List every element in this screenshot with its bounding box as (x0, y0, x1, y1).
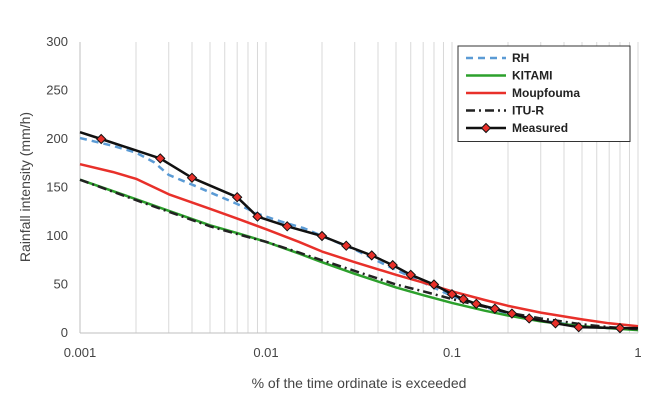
data-point-marker (231, 191, 243, 203)
data-point-marker (523, 313, 535, 324)
data-point-marker (387, 259, 398, 271)
data-point-marker (281, 221, 293, 232)
grid-lines (79, 42, 639, 333)
data-point-marker (550, 318, 561, 329)
data-point-marker (316, 230, 328, 242)
data-point-marker (252, 211, 263, 222)
y-tick-label: 250 (46, 83, 68, 98)
data-point-marker (489, 303, 501, 314)
data-point-marker (458, 293, 469, 305)
series-markers (95, 133, 626, 334)
y-tick-label: 0 (61, 325, 68, 340)
data-point-marker (573, 321, 584, 333)
x-tick-label: 0.1 (443, 345, 461, 360)
series-line-kitami (79, 178, 639, 332)
y-tick-label: 100 (46, 228, 68, 243)
data-point-marker (155, 153, 166, 164)
data-point-marker (446, 288, 458, 300)
series-line-rh (79, 136, 639, 331)
series-line-measured (79, 131, 638, 330)
data-point-marker (471, 298, 482, 310)
legend-label: RH (512, 51, 529, 65)
tick-labels: 0 50 100 150 200 250 300 0.001 0.01 0.1 1 (46, 34, 641, 360)
data-point-marker (341, 240, 352, 251)
x-tick-label: 0.01 (253, 345, 278, 360)
y-tick-label: 300 (46, 34, 68, 49)
data-point-marker (614, 322, 626, 334)
legend-label: Moupfouma (512, 86, 580, 100)
series-line-itu-r (79, 178, 639, 331)
legend: RH KITAMI Moupfouma ITU-R Measured (457, 45, 631, 142)
legend-label: KITAMI (512, 69, 552, 83)
x-axis-title: % of the time ordinate is exceeded (252, 375, 467, 391)
y-tick-label: 150 (46, 180, 68, 195)
data-point-marker (186, 172, 198, 184)
x-tick-label: 1 (634, 345, 641, 360)
x-tick-label: 0.001 (64, 345, 97, 360)
axes (79, 42, 638, 334)
legend-marker (480, 122, 492, 134)
data-point-marker (506, 308, 518, 319)
series-line-moupfouma (79, 163, 639, 328)
y-axis-title: Rainfall intensity (mm/h) (17, 112, 33, 262)
y-tick-label: 50 (54, 277, 68, 292)
data-point-marker (405, 269, 416, 281)
data-point-marker (428, 279, 440, 290)
y-tick-label: 200 (46, 131, 68, 146)
legend-label: ITU-R (512, 104, 544, 118)
data-point-marker (366, 250, 377, 261)
legend-label: Measured (512, 121, 568, 135)
data-point-marker (95, 133, 107, 145)
series-lines (79, 131, 639, 332)
